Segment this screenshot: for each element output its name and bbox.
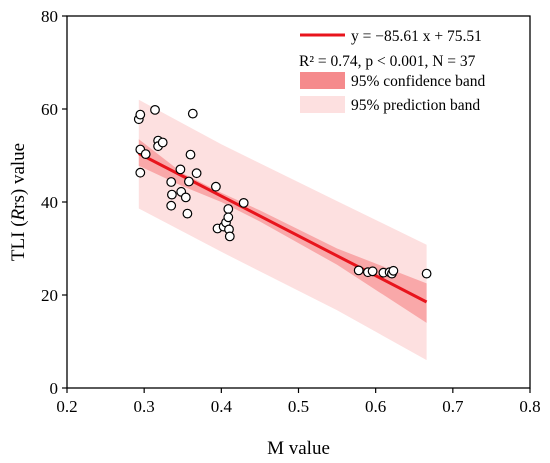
data-point-5: [140, 149, 151, 160]
data-point-18: [185, 149, 196, 160]
x-tick-label: 0.5: [288, 397, 309, 416]
x-tick-label: 0.7: [442, 397, 464, 416]
x-tick-label: 0.2: [56, 397, 77, 416]
x-tick-label: 0.8: [519, 397, 540, 416]
data-point-32: [367, 266, 378, 277]
y-tick-label: 60: [41, 100, 58, 119]
y-tick-label: 80: [41, 7, 58, 26]
data-point-9: [157, 137, 168, 148]
data-point-2: [135, 109, 146, 120]
data-point-6: [150, 104, 160, 115]
y-tick-label: 20: [41, 286, 58, 305]
y-axis-title: TLI (Rrs) value: [8, 143, 29, 261]
confidence-band: [138, 139, 427, 323]
data-point-4: [135, 167, 146, 178]
data-point-12: [166, 200, 177, 211]
legend-stats-label: R² = 0.74, p < 0.001, N = 37: [299, 53, 476, 70]
data-point-21: [210, 181, 221, 192]
data-point-36: [388, 265, 399, 276]
legend: y = −85.61 x + 75.51 R² = 0.74, p < 0.00…: [299, 28, 486, 114]
y-tick-label: 40: [41, 193, 58, 212]
data-point-30: [353, 265, 364, 276]
x-tick-label: 0.6: [365, 397, 386, 416]
y-axis-title-part-2: rs) value: [8, 143, 29, 209]
data-point-13: [175, 164, 186, 175]
y-tick-label: 0: [50, 379, 59, 398]
ticks-layer: 0.2 0.3 0.4 0.5 0.6 0.7 0.8 0 20 40 60 80: [41, 7, 541, 416]
data-point-17: [183, 176, 194, 187]
data-point-37: [421, 268, 432, 279]
legend-fit-label: y = −85.61 x + 75.51: [351, 28, 482, 45]
y-axis-title-italic-part: R: [8, 208, 29, 221]
data-point-29: [238, 197, 249, 208]
legend-prediction-swatch: [300, 96, 345, 113]
bands-layer: [138, 99, 427, 361]
x-tick-label: 0.3: [134, 397, 155, 416]
data-point-16: [182, 208, 193, 219]
data-point-20: [191, 168, 202, 179]
legend-confidence-swatch: [300, 72, 345, 89]
points-layer: [133, 104, 432, 279]
y-axis-title-part-1: TLI (: [8, 220, 29, 261]
legend-confidence-label: 95% confidence band: [351, 73, 486, 90]
data-point-19: [187, 108, 198, 119]
data-point-10: [166, 177, 177, 187]
data-point-15: [180, 192, 191, 203]
x-axis-title: M value: [267, 438, 330, 459]
data-point-28: [224, 231, 235, 242]
data-point-25: [223, 204, 234, 214]
x-tick-label: 0.4: [211, 397, 233, 416]
data-point-26: [223, 212, 234, 223]
legend-prediction-label: 95% prediction band: [351, 97, 480, 114]
data-point-11: [166, 189, 177, 200]
